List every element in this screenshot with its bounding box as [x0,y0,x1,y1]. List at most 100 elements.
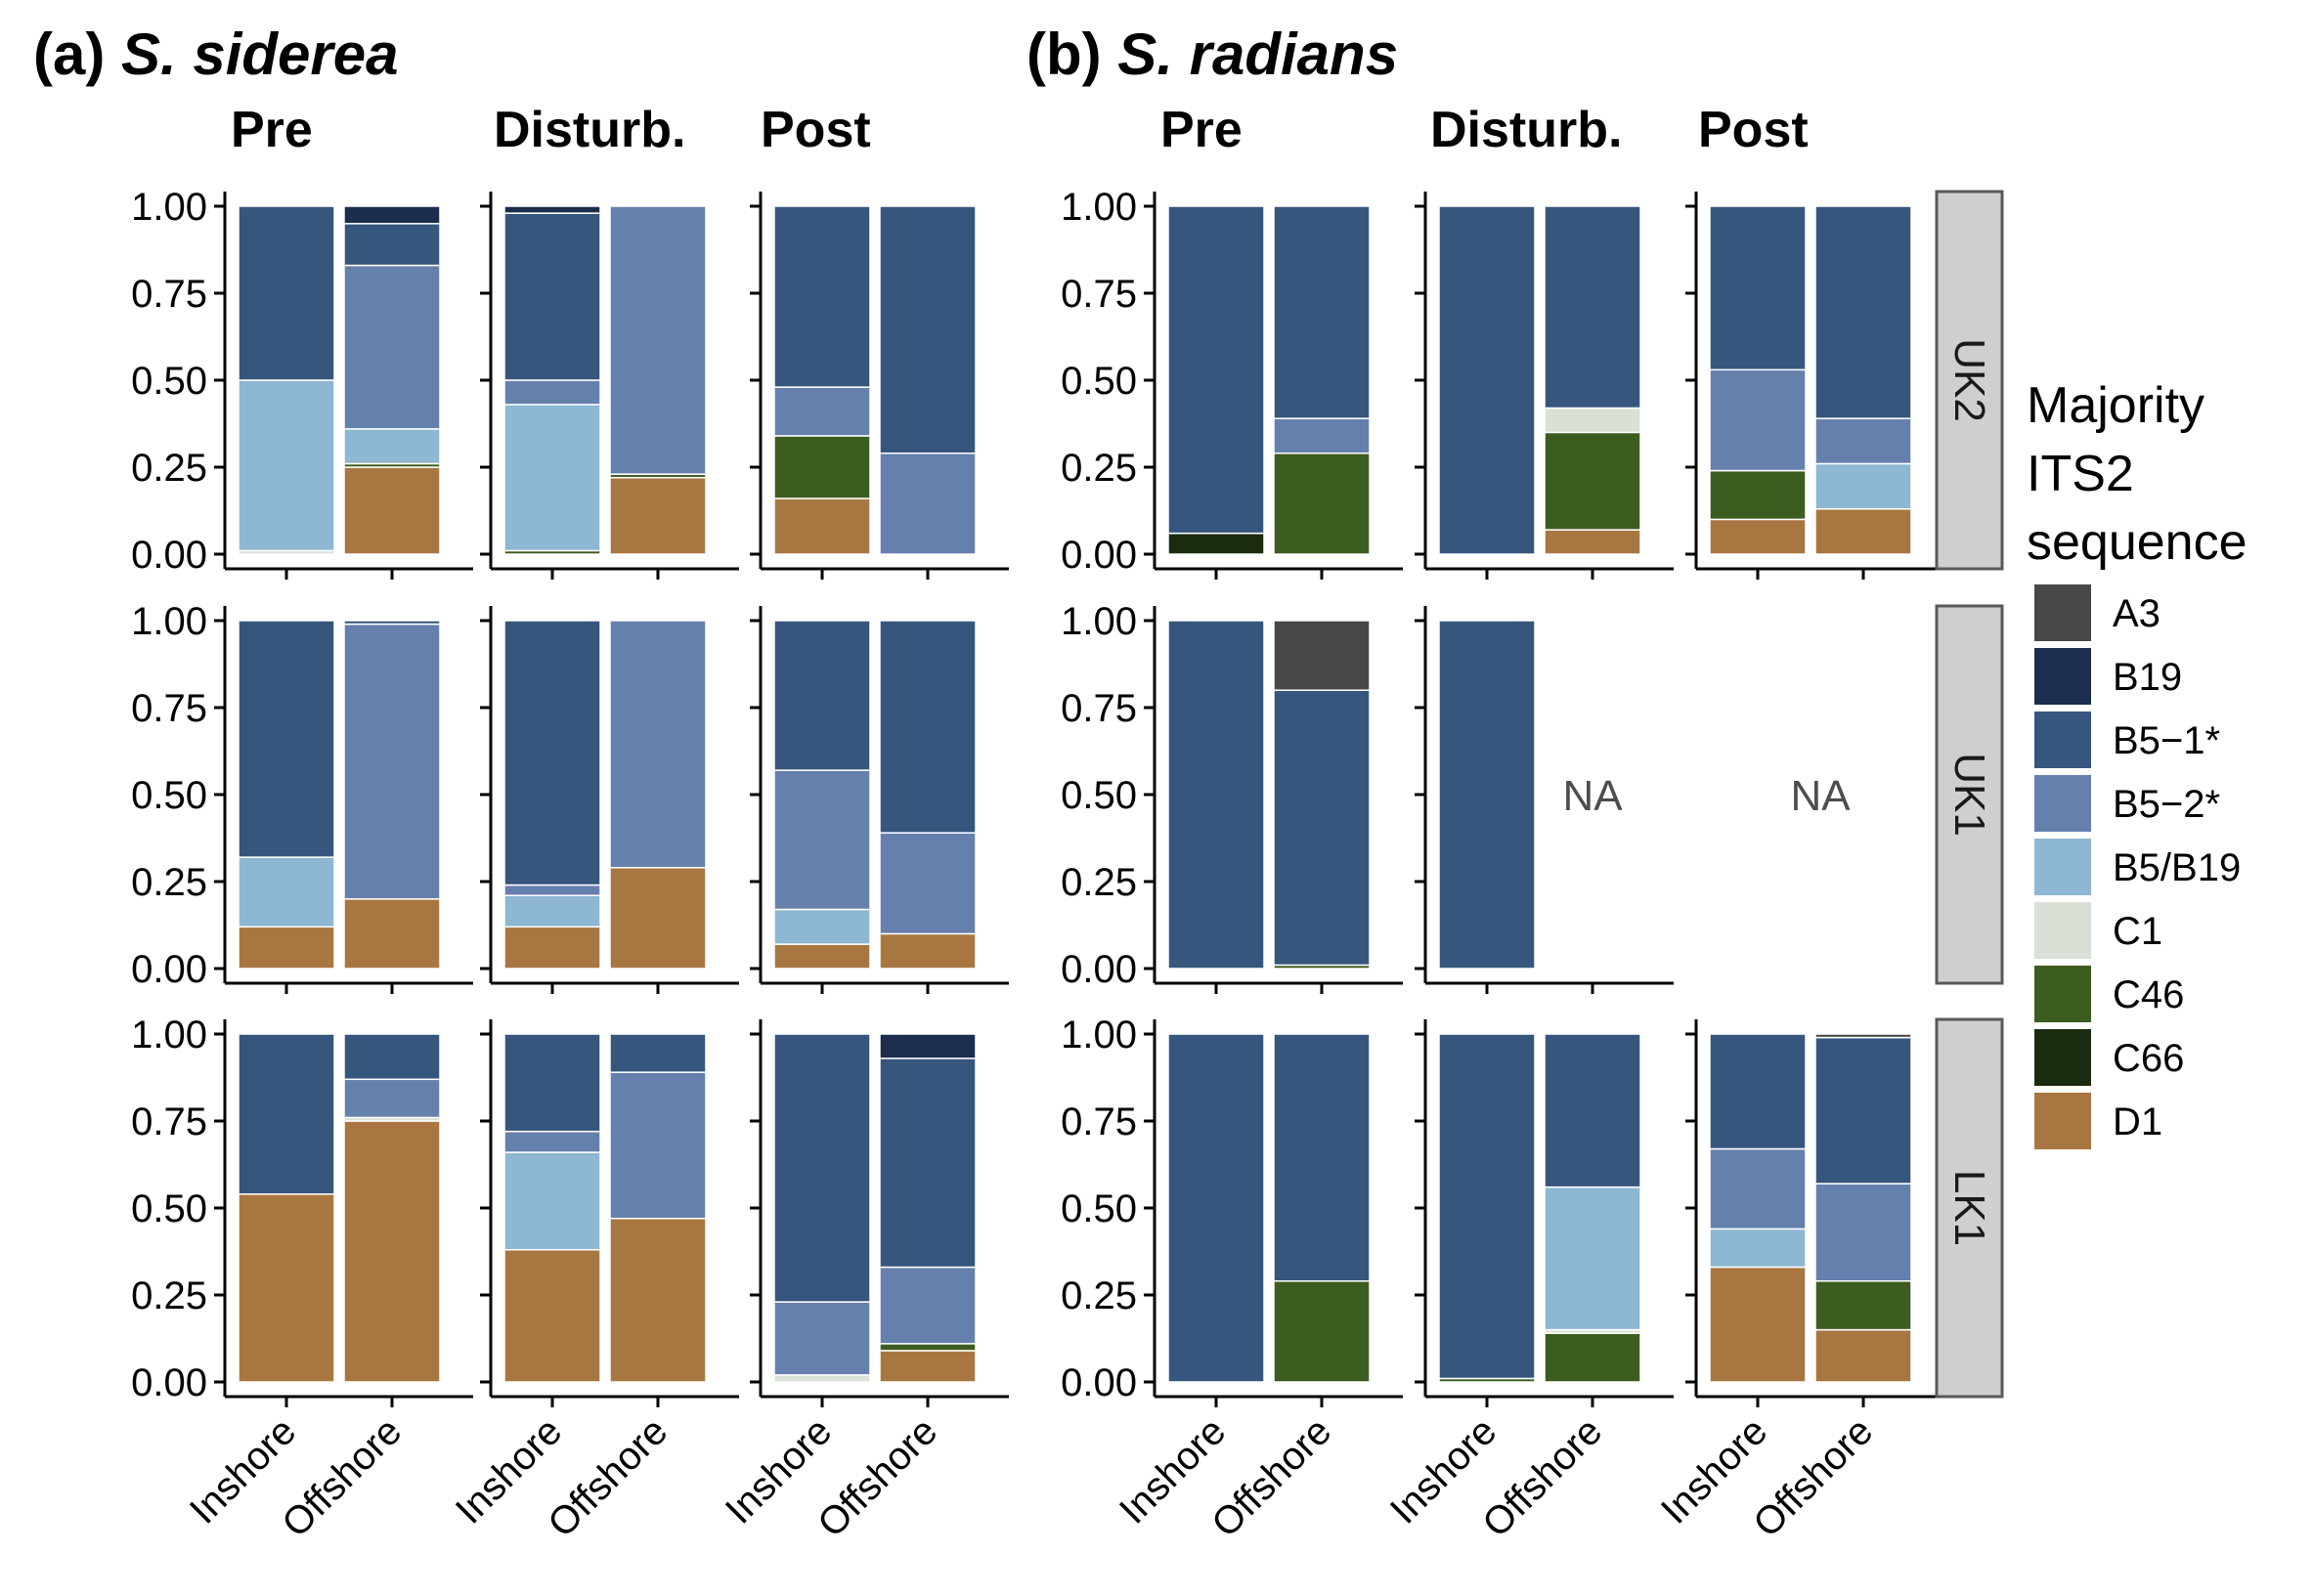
bar-segment-s-siderea-uk2-post-inshore-b5-2 [773,386,871,437]
na-label-s-radians-uk1-post: NA [1790,772,1851,820]
x-tick-label-s-radians-lk1-pre-offshore: Offshore [1203,1409,1339,1545]
legend-key-a3 [2032,582,2093,643]
bar-segment-s-radians-uk2-post-offshore-b5-b19 [1814,462,1912,510]
bar-segment-s-siderea-uk1-post-inshore-b5-1 [773,620,871,771]
bar-segment-s-siderea-lk1-disturb-inshore-d1 [503,1248,601,1383]
legend-key-b5-b19 [2032,837,2093,897]
bar-segment-s-radians-lk1-post-inshore-b5-1 [1709,1033,1807,1150]
legend-label-b5-b19: B5/B19 [2113,846,2241,889]
y-tick-label-s-siderea-uk1-pre-0-50: 0.50 [131,774,207,817]
y-tick-label-s-siderea-uk1-pre-0-00: 0.00 [131,948,207,991]
y-tick-label-s-radians-uk2-pre-0-50: 0.50 [1061,360,1137,403]
bar-segment-s-siderea-uk1-pre-offshore-b5-2 [343,623,441,900]
y-tick-label-s-siderea-uk2-pre-0-00: 0.00 [131,534,207,577]
bar-segment-s-radians-uk2-post-offshore-b5-2 [1814,417,1912,465]
bar-segment-s-siderea-lk1-post-offshore-d1 [879,1350,977,1383]
y-tick-label-s-radians-lk1-pre-0-00: 0.00 [1061,1361,1137,1404]
period-label-s-radians-post: Post [1698,102,1809,158]
bar-segment-s-siderea-uk1-pre-inshore-b5-b19 [238,856,335,928]
bar-segment-s-siderea-uk1-post-offshore-b5-1 [879,620,977,834]
bar-segment-s-siderea-uk2-post-offshore-b5-1 [879,205,977,454]
x-tick-label-s-radians-lk1-disturb-offshore: Offshore [1474,1409,1610,1545]
legend-label-b5-2: B5−2* [2113,783,2220,826]
period-label-s-siderea-pre: Pre [231,102,313,158]
bar-segment-s-siderea-uk1-disturb-inshore-b5-2 [503,884,601,896]
bar-segment-s-radians-uk2-post-inshore-b5-2 [1709,368,1807,472]
bar-segment-s-radians-lk1-disturb-inshore-b5-1 [1438,1033,1536,1380]
bar-segment-s-siderea-uk2-disturb-offshore-b5-2 [609,205,707,475]
x-tick-label-s-siderea-lk1-disturb-offshore: Offshore [540,1409,676,1545]
bar-segment-s-radians-lk1-post-offshore-b5-2 [1814,1183,1912,1282]
y-tick-label-s-radians-lk1-pre-0-50: 0.50 [1061,1187,1137,1230]
bar-segment-s-siderea-uk1-pre-inshore-d1 [238,926,335,970]
bar-segment-s-radians-lk1-pre-inshore-b5-1 [1167,1033,1265,1383]
legend-label-c1: C1 [2113,910,2162,953]
bar-segment-s-radians-uk2-disturb-offshore-c46 [1544,431,1641,531]
bar-segment-s-radians-lk1-post-inshore-b5-2 [1709,1147,1807,1230]
bar-segment-s-radians-uk2-pre-inshore-b5-1 [1167,205,1265,535]
bar-segment-s-siderea-lk1-post-inshore-c1 [773,1374,871,1383]
bar-segment-s-siderea-lk1-pre-offshore-b5-2 [343,1078,441,1119]
site-strip-label-uk1: UK1 [1945,753,1993,837]
y-tick-label-s-radians-uk1-pre-1-00: 1.00 [1061,600,1137,643]
legend-label-b5-1: B5−1* [2113,719,2220,762]
period-label-s-radians-pre: Pre [1160,102,1243,158]
y-tick-label-s-radians-lk1-pre-1-00: 1.00 [1061,1014,1137,1057]
bar-segment-s-siderea-uk1-pre-inshore-b5-1 [238,620,335,858]
legend-key-c66 [2032,1027,2093,1088]
bar-segment-s-siderea-uk2-pre-offshore-d1 [343,466,441,555]
bar-segment-s-siderea-uk1-disturb-offshore-b5-2 [609,620,707,869]
x-tick-label-s-radians-lk1-post-offshore: Offshore [1745,1409,1881,1545]
bar-segment-s-siderea-uk2-disturb-inshore-b19 [503,205,601,214]
y-tick-label-s-radians-uk2-pre-0-00: 0.00 [1061,534,1137,577]
y-tick-label-s-radians-uk1-pre-0-25: 0.25 [1061,861,1137,904]
bar-segment-s-siderea-uk2-disturb-offshore-d1 [609,476,707,555]
bar-segment-s-siderea-lk1-pre-offshore-d1 [343,1120,441,1383]
bar-segment-s-radians-uk2-post-offshore-d1 [1814,507,1912,555]
bar-segment-s-radians-lk1-pre-offshore-c46 [1273,1280,1371,1383]
y-tick-label-s-siderea-uk1-pre-0-75: 0.75 [131,687,207,730]
bar-segment-s-siderea-lk1-disturb-inshore-b5-b19 [503,1151,601,1251]
bar-segment-s-siderea-lk1-disturb-inshore-b5-1 [503,1033,601,1133]
period-label-s-siderea-disturb: Disturb. [494,102,685,158]
bar-segment-s-radians-lk1-disturb-offshore-c46 [1544,1332,1641,1383]
period-label-s-siderea-post: Post [761,102,871,158]
bar-segment-s-siderea-uk2-pre-inshore-b5-1 [238,205,335,381]
bar-segment-s-siderea-lk1-pre-inshore-d1 [238,1193,335,1383]
legend-key-c46 [2032,964,2093,1024]
bar-segment-s-siderea-lk1-post-offshore-b5-2 [879,1266,977,1345]
bar-segment-s-radians-lk1-disturb-offshore-b5-b19 [1544,1186,1641,1331]
legend-title-line-1: Majority [2027,377,2204,434]
bar-segment-s-siderea-uk1-disturb-inshore-b5-b19 [503,894,601,928]
legend-label-a3: A3 [2113,592,2160,635]
site-strip-label-lk1: LK1 [1945,1170,1993,1246]
panel-letter: (b) [1026,22,1117,87]
bar-segment-s-siderea-lk1-disturb-offshore-b5-1 [609,1033,707,1073]
bar-segment-s-radians-uk2-pre-inshore-c66 [1167,532,1265,555]
bar-segment-s-siderea-lk1-pre-inshore-b5-1 [238,1033,335,1195]
y-tick-label-s-radians-uk2-pre-0-75: 0.75 [1061,273,1137,316]
y-tick-label-s-radians-uk1-pre-0-50: 0.50 [1061,774,1137,817]
bar-segment-s-radians-lk1-post-offshore-b5-1 [1814,1036,1912,1185]
bar-segment-s-siderea-lk1-disturb-offshore-d1 [609,1217,707,1383]
x-tick-label-s-siderea-lk1-post-offshore: Offshore [809,1409,945,1545]
bar-segment-s-radians-uk2-disturb-offshore-d1 [1544,529,1641,555]
bar-segment-s-radians-uk2-pre-offshore-c46 [1273,453,1371,555]
site-strip-lk1 [1935,1017,2004,1399]
y-tick-label-s-siderea-uk2-pre-1-00: 1.00 [131,186,207,229]
legend-title-line-2: ITS2 [2027,446,2134,502]
legend-key-d1 [2032,1091,2093,1151]
bar-segment-s-siderea-lk1-post-inshore-b5-1 [773,1033,871,1303]
panel-title-s-radians: (b) S. radians [1026,22,1398,87]
y-tick-label-s-radians-lk1-pre-0-25: 0.25 [1061,1274,1137,1317]
bar-segment-s-siderea-uk2-pre-offshore-b5-1 [343,223,441,267]
bar-segment-s-siderea-uk2-disturb-inshore-b5-2 [503,379,601,406]
site-strip-label-uk2: UK2 [1945,338,1993,422]
bar-segment-s-siderea-uk2-disturb-inshore-b5-b19 [503,404,601,552]
y-tick-label-s-radians-uk2-pre-1-00: 1.00 [1061,186,1137,229]
bar-segment-s-radians-lk1-post-inshore-b5-b19 [1709,1228,1807,1269]
y-tick-label-s-siderea-lk1-pre-0-75: 0.75 [131,1100,207,1143]
bar-segment-s-siderea-uk2-post-inshore-d1 [773,497,871,555]
bar-segment-s-radians-uk2-disturb-offshore-c1 [1544,407,1641,434]
legend-label-b19: B19 [2113,656,2182,699]
